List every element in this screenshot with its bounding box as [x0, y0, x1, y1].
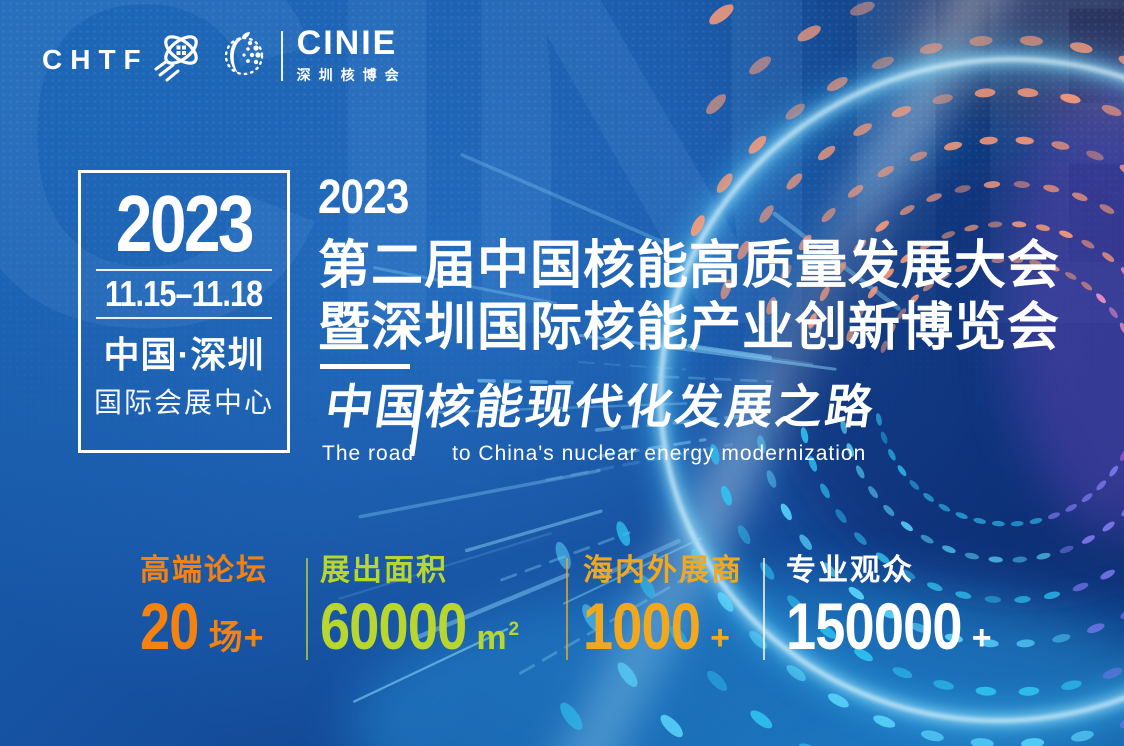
cinie-logo-subtext: 深圳核博会 [296, 67, 407, 83]
stat-divider [763, 558, 765, 660]
slogan-english-gap [414, 442, 452, 466]
slogan-english-left: The road [322, 442, 415, 465]
stat-label: 展出面积 [320, 554, 448, 587]
title-line1: 第二届中国核能高质量发展大会 [318, 237, 1061, 295]
date-box-divider-bottom [96, 317, 272, 320]
event-date-box: 2023 11.15–11.18 中国·深圳 国际会展中心 [78, 170, 290, 453]
stat-value: 60000 m2 [320, 589, 521, 663]
stat-exhibition-area: 展出面积 60000 m2 [320, 554, 521, 663]
logo-divider [280, 30, 283, 81]
date-box-dates: 11.15–11.18 [105, 272, 263, 314]
stat-label: 专业观众 [786, 554, 914, 587]
title-year: 2023 [318, 171, 409, 224]
slogan-english-right: to China's nuclear energy modernization [452, 442, 867, 465]
stat-label: 高端论坛 [140, 554, 268, 587]
date-box-year: 2023 [115, 179, 255, 268]
atom-orbits-icon [154, 34, 198, 81]
date-box-divider-top [96, 268, 272, 271]
stat-value: 20 场+ [140, 589, 265, 663]
stat-exhibitors: 海内外展商 1000 + [583, 554, 743, 663]
logo-bar: CHTF [42, 26, 407, 85]
stat-forums: 高端论坛 20 场+ [140, 554, 268, 663]
date-box-city: 中国·深圳 [103, 334, 265, 376]
title-line2: 暨深圳国际核能产业创新博览会 [318, 299, 1061, 357]
stat-value: 150000 + [786, 589, 993, 663]
cinie-logo-text: CINIE [296, 24, 398, 62]
stat-label: 海内外展商 [583, 554, 743, 587]
title-underline [320, 364, 410, 369]
slogan-chinese: 中国核能现代化发展之路 [322, 380, 880, 433]
cinie-logo: CINIE 深圳核博会 [297, 26, 407, 85]
slogan-english: The road to China's nuclear energy moder… [322, 442, 866, 466]
stat-visitors: 专业观众 150000 + [786, 554, 994, 663]
stat-divider [566, 558, 568, 660]
nuclear-sphere-icon [224, 31, 263, 75]
stat-divider [306, 558, 308, 660]
stat-value: 1000 + [583, 589, 731, 663]
date-box-venue: 国际会展中心 [93, 386, 274, 418]
chtf-logo-text: CHTF [42, 43, 149, 75]
